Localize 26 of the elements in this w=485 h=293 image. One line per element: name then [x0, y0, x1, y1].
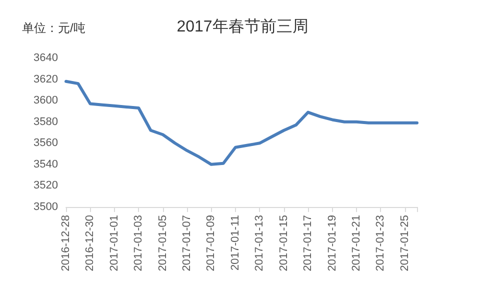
y-tick-label: 3560 — [34, 137, 58, 150]
x-tick-label: 2017-01-13 — [254, 215, 266, 272]
chart-title: 2017年春节前三周 — [176, 18, 308, 36]
x-tick-label: 2017-01-05 — [156, 215, 169, 272]
x-tick-label: 2017-01-23 — [374, 215, 387, 272]
x-tick-label: 2017-01-19 — [326, 215, 338, 272]
y-tick-label: 3620 — [34, 73, 58, 86]
x-tick-label: 2016-12-30 — [84, 215, 96, 272]
x-tick-label: 2017-01-01 — [108, 215, 120, 272]
y-tick-label: 3520 — [34, 180, 58, 192]
y-tick-label: 3580 — [34, 116, 58, 128]
line-series — [64, 80, 418, 166]
x-tick-label: 2017-01-25 — [398, 215, 411, 272]
x-tick-label: 2017-01-21 — [350, 215, 362, 272]
x-tick-label: 2017-01-07 — [181, 215, 194, 272]
x-tick-label: 2017-01-15 — [278, 215, 290, 272]
y-tick-label: 3600 — [34, 94, 58, 107]
x-tick-label: 2017-01-09 — [205, 215, 218, 272]
x-tick-label: 2017-01-17 — [302, 215, 314, 272]
x-tick-label: 2017-01-11 — [229, 215, 242, 270]
y-tick-label: 3640 — [34, 52, 58, 64]
y-tick-label: 3540 — [34, 158, 58, 170]
x-tick-label: 2017-01-03 — [132, 215, 145, 272]
y-tick-label: 3500 — [34, 201, 58, 213]
x-tick-label: 2016-12-28 — [60, 215, 72, 272]
y-axis-title: 单位：元/吨 — [22, 21, 86, 35]
